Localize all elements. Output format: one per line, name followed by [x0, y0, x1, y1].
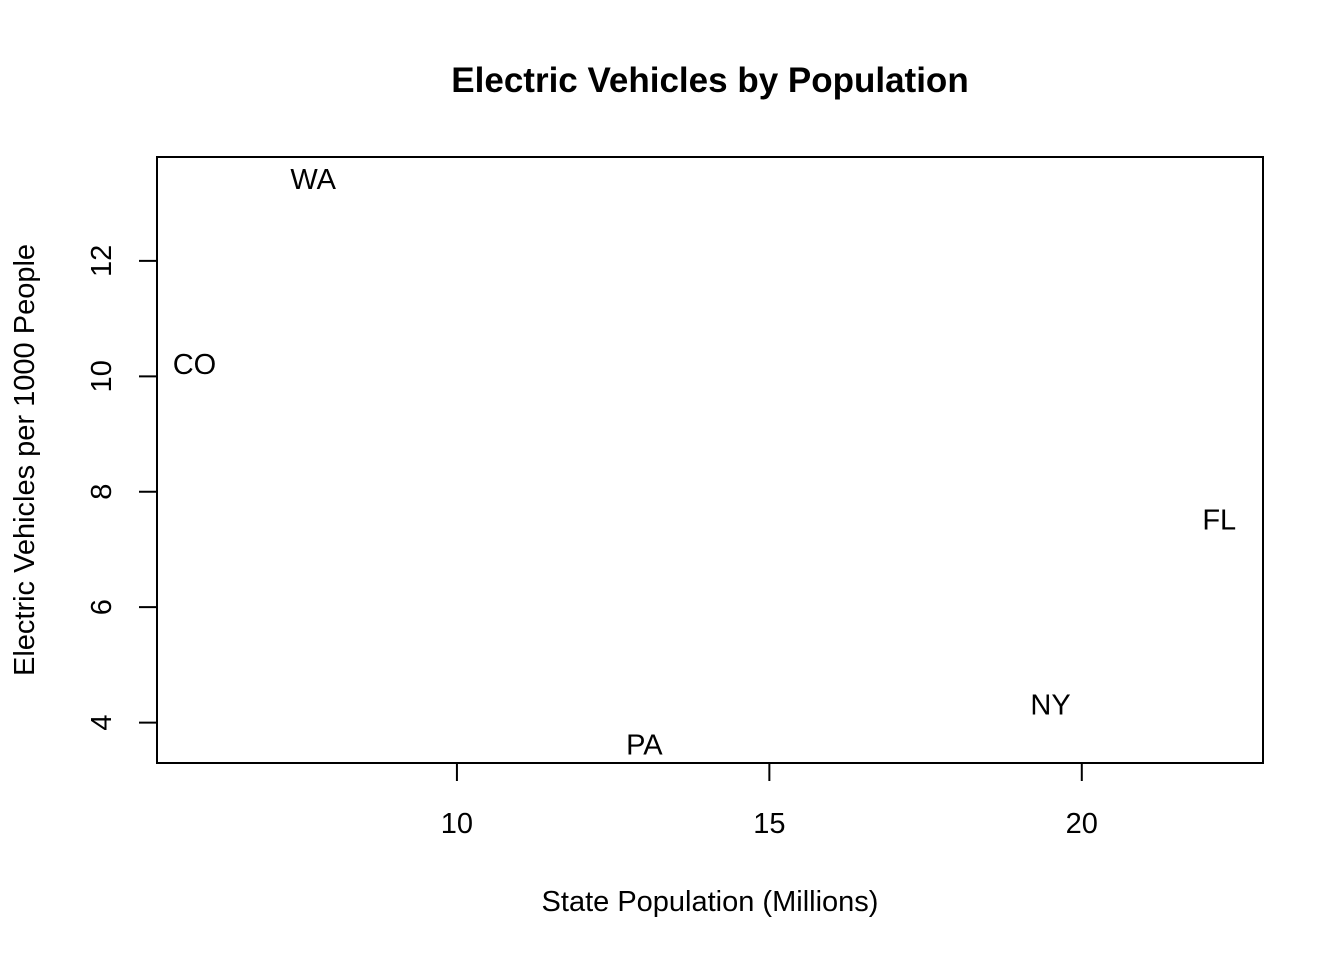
y-tick-label: 8: [86, 484, 118, 500]
y-tick-label: 4: [86, 715, 118, 731]
point-label-co: CO: [173, 349, 217, 381]
data-points: WA CO FL NY PA: [173, 164, 1236, 762]
x-tick-label: 15: [753, 808, 785, 840]
x-axis: 10 15 20: [441, 763, 1098, 840]
x-tick-label: 10: [441, 808, 473, 840]
point-label-pa: PA: [626, 730, 663, 762]
point-label-fl: FL: [1202, 505, 1236, 537]
y-axis: 4 6 8 10 12: [86, 245, 157, 731]
point-label-ny: NY: [1030, 689, 1070, 721]
y-tick-label: 6: [86, 599, 118, 615]
y-tick-label: 10: [86, 360, 118, 392]
chart-title: Electric Vehicles by Population: [451, 61, 968, 100]
x-axis-label: State Population (Millions): [542, 886, 879, 918]
y-tick-label: 12: [86, 245, 118, 277]
point-label-wa: WA: [290, 164, 336, 196]
plot-frame: [156, 156, 1264, 764]
x-tick-label: 20: [1066, 808, 1098, 840]
y-axis-label: Electric Vehicles per 1000 People: [9, 244, 41, 676]
